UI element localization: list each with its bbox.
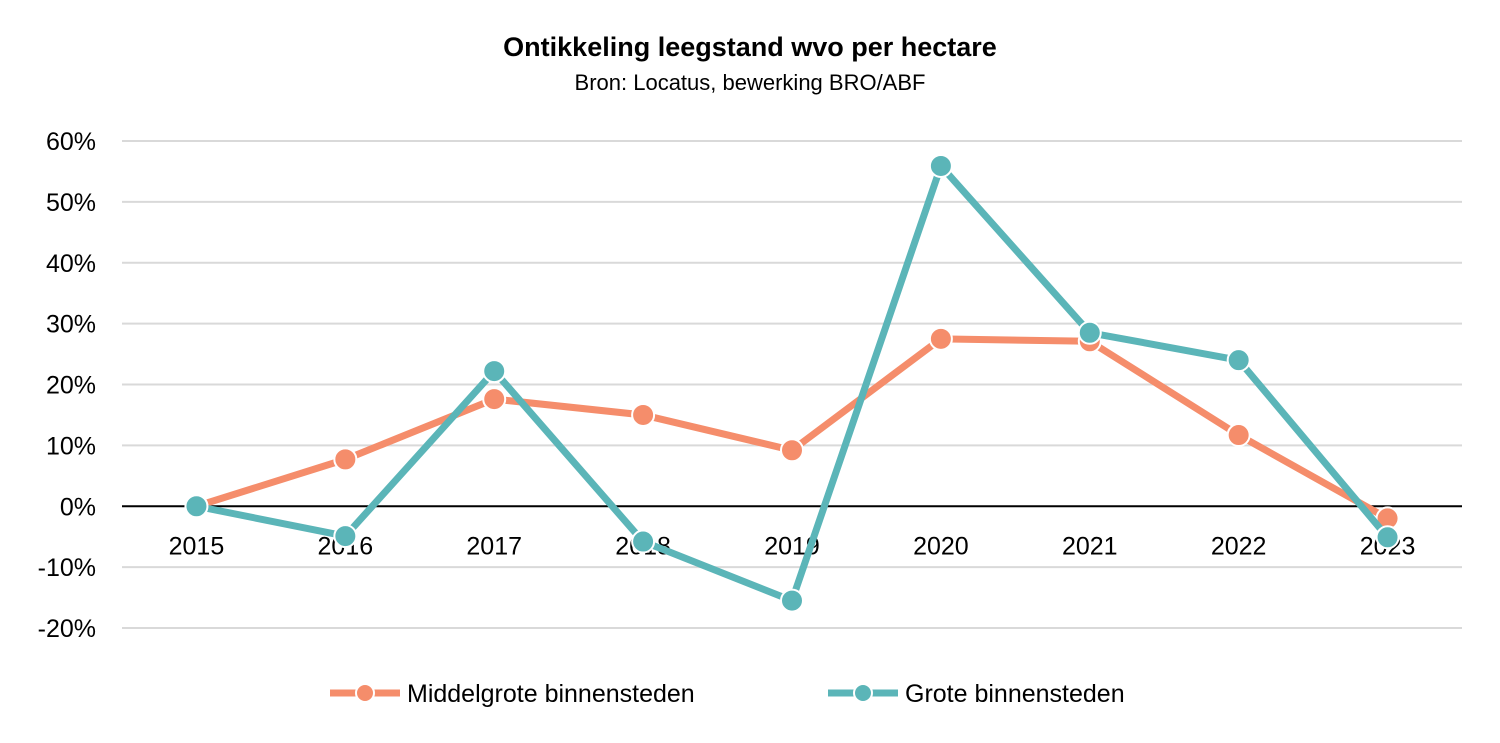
data-point bbox=[1226, 348, 1251, 373]
data-point bbox=[631, 402, 656, 427]
x-tick-label: 2017 bbox=[466, 532, 522, 560]
data-point bbox=[928, 326, 953, 351]
legend-item: Middelgrote binnensteden bbox=[330, 680, 695, 708]
y-tick-label: 10% bbox=[46, 432, 96, 460]
x-tick-label: 2015 bbox=[169, 532, 225, 560]
legend-marker bbox=[355, 683, 375, 703]
data-point bbox=[1077, 320, 1102, 345]
legend-label: Grote binnensteden bbox=[905, 680, 1125, 708]
series-line bbox=[195, 335, 1390, 522]
data-point bbox=[333, 524, 358, 549]
legend-label: Middelgrote binnensteden bbox=[407, 680, 695, 708]
y-tick-label: 60% bbox=[46, 128, 96, 156]
data-point bbox=[482, 387, 507, 412]
y-tick-label: 50% bbox=[46, 189, 96, 217]
series-1 bbox=[184, 153, 1400, 613]
data-point bbox=[1226, 423, 1251, 448]
data-point bbox=[928, 153, 953, 178]
y-tick-label: -10% bbox=[38, 554, 96, 582]
chart-title: Ontikkeling leegstand wvo per hectare bbox=[503, 32, 997, 62]
x-tick-label: 2020 bbox=[913, 532, 969, 560]
data-point bbox=[184, 494, 209, 519]
x-tick-label: 2021 bbox=[1062, 532, 1118, 560]
data-point bbox=[482, 359, 507, 384]
data-point bbox=[1375, 525, 1400, 550]
y-tick-label: 20% bbox=[46, 372, 96, 400]
data-point bbox=[333, 447, 358, 472]
x-tick-label: 2022 bbox=[1211, 532, 1267, 560]
y-tick-label: 40% bbox=[46, 250, 96, 278]
legend-item: Grote binnensteden bbox=[828, 680, 1125, 708]
y-tick-label: -20% bbox=[38, 615, 96, 643]
data-point bbox=[631, 529, 656, 554]
data-point bbox=[780, 588, 804, 613]
y-tick-label: 0% bbox=[60, 493, 96, 521]
y-tick-label: 30% bbox=[46, 311, 96, 339]
data-point bbox=[780, 438, 804, 463]
chart-subtitle: Bron: Locatus, bewerking BRO/ABF bbox=[575, 70, 926, 95]
legend-marker bbox=[853, 683, 873, 703]
